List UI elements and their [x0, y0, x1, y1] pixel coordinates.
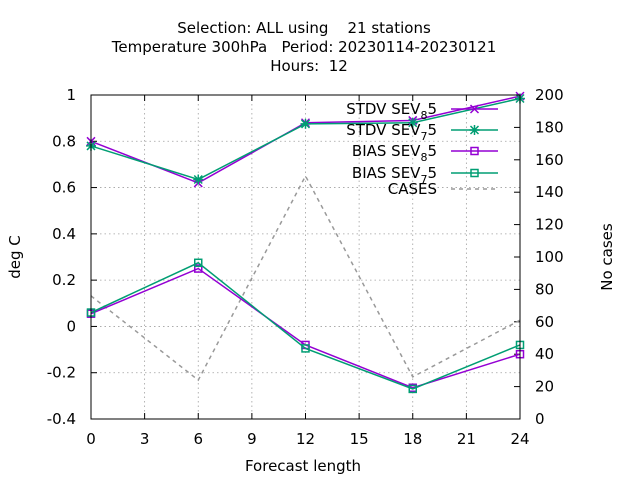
title-line-1: Selection: ALL using 21 stations: [177, 19, 431, 37]
y2-tick-label: 200: [535, 86, 564, 104]
x-tick-label: 21: [457, 430, 476, 448]
y-tick-label: 0.2: [52, 271, 76, 289]
data-point: [300, 118, 311, 129]
legend-label-main: BIAS SEV: [352, 142, 421, 160]
legend-label: STDV SEV75: [346, 121, 437, 143]
legend-label: BIAS SEV75: [352, 164, 437, 186]
x-tick-label: 0: [86, 430, 96, 448]
y-axis-label: deg C: [6, 235, 24, 279]
y2-tick-label: 180: [535, 118, 564, 136]
y2-tick-label: 80: [535, 280, 554, 298]
x-tick-label: 3: [140, 430, 150, 448]
legend-label-tail: 5: [427, 164, 437, 182]
data-point: [407, 117, 418, 128]
x-tick-label: 6: [193, 430, 203, 448]
y2-tick-label: 0: [535, 410, 545, 428]
y2-tick-label: 60: [535, 313, 554, 331]
x-axis-label: Forecast length: [245, 457, 361, 475]
grid-layer: [91, 95, 520, 419]
title-line-2: Temperature 300hPa Period: 20230114-2023…: [111, 38, 497, 56]
y-tick-label: 0.8: [52, 132, 76, 150]
legend-label: BIAS SEV85: [352, 142, 437, 164]
legend-item: BIAS SEV75: [352, 164, 498, 186]
legend-label: CASES: [388, 180, 437, 198]
data-point: [194, 264, 203, 273]
series-layer: [86, 91, 525, 394]
legend-label-tail: 5: [427, 121, 437, 139]
legend-label-main: STDV SEV: [346, 100, 421, 118]
legend-item: CASES: [388, 180, 498, 198]
y-tick-label: -0.2: [47, 364, 76, 382]
legend-label-main: BIAS SEV: [352, 164, 421, 182]
y2-axis-label: No cases: [598, 223, 616, 291]
legend-label-sub: 8: [420, 109, 427, 122]
y2-tick-label: 100: [535, 248, 564, 266]
x-tick-label: 15: [350, 430, 369, 448]
y2-tick-label: 40: [535, 345, 554, 363]
y-tick-label: 1: [66, 86, 76, 104]
x-tick-label: 9: [247, 430, 257, 448]
data-point: [469, 104, 480, 114]
legend-label-main: STDV SEV: [346, 121, 421, 139]
chart-title: Selection: ALL using 21 stations Tempera…: [111, 19, 497, 75]
series-line: [90, 174, 521, 382]
x-tick-label: 18: [403, 430, 422, 448]
legend-item: BIAS SEV85: [352, 142, 498, 164]
y2-tick-label: 160: [535, 151, 564, 169]
y-tick-label: -0.4: [47, 410, 76, 428]
data-point: [470, 168, 479, 178]
y2-tick-label: 120: [535, 216, 564, 234]
data-point: [470, 146, 479, 156]
y-tick-label: 0.6: [52, 179, 76, 197]
legend-label: STDV SEV85: [346, 100, 437, 122]
tick-labels: 0 3 6 9 12 15 18 21 24 -0.4 -0.2 0 0.2 0.4 0.6 0.8 1 0 20 4…: [47, 86, 564, 448]
y-tick-label: 0: [66, 317, 76, 335]
series-line: [90, 261, 521, 390]
title-line-3: Hours: 12: [270, 57, 348, 75]
y2-tick-label: 140: [535, 183, 564, 201]
legend-label-sub: 8: [420, 151, 427, 164]
data-point: [408, 384, 417, 394]
y2-tick-label: 20: [535, 378, 554, 396]
series-stdv-sev-7-5: [86, 93, 525, 185]
legend-label-sub: 7: [420, 173, 427, 186]
y-tick-label: 0.4: [52, 225, 76, 243]
legend-item: STDV SEV85: [346, 100, 498, 122]
plot-border: [90, 94, 521, 420]
series-cases: [90, 174, 521, 382]
legend-label-main: CASES: [388, 180, 437, 198]
legend-label-sub: 7: [420, 130, 427, 143]
x-tick-label: 24: [510, 430, 529, 448]
data-point: [193, 174, 204, 185]
legend-item: STDV SEV75: [346, 121, 498, 143]
x-tick-label: 12: [296, 430, 315, 448]
legend-label-tail: 5: [427, 100, 437, 118]
data-point: [194, 258, 203, 268]
legend-label-tail: 5: [427, 142, 437, 160]
data-point: [301, 344, 310, 353]
data-point: [469, 125, 480, 135]
